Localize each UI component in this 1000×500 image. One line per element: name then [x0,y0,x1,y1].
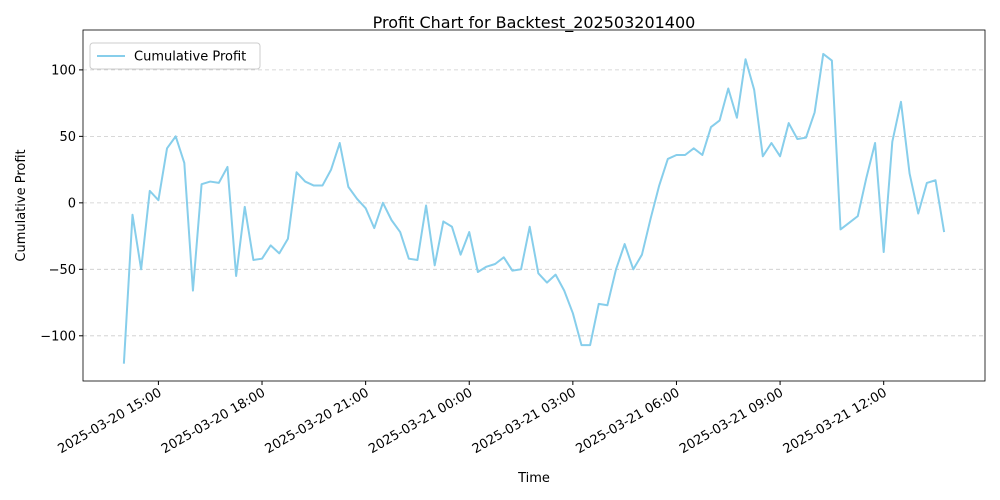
chart-title: Profit Chart for Backtest_202503201400 [373,13,696,33]
y-tick-label: −100 [40,329,76,344]
legend-box [89,42,261,70]
y-tick-label: 50 [59,130,76,145]
y-axis-label: Cumulative Profit [14,149,29,261]
legend-label: Cumulative Profit [134,50,246,65]
y-tick-label: 0 [68,196,76,211]
y-tick-label: 100 [51,63,76,78]
x-axis-label: Time [517,471,550,486]
line-series [122,52,946,364]
plot-frame [82,29,986,382]
y-tick-label: −50 [49,263,76,278]
